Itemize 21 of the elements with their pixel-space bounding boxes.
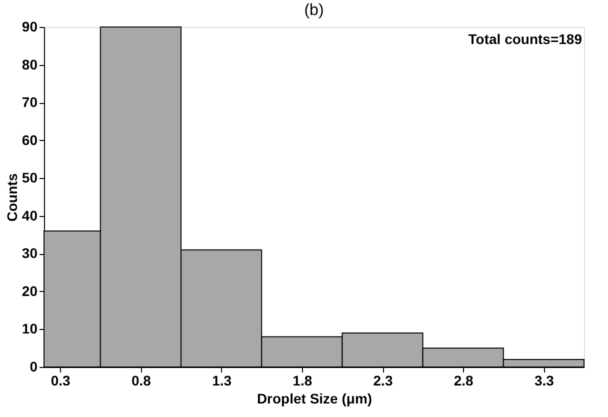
y-axis-title: Counts	[4, 173, 20, 222]
annotation: Total counts=189	[468, 31, 582, 47]
y-tick-label: 80	[22, 56, 38, 72]
x-tick-label: 0.8	[131, 372, 152, 388]
y-tick-label: 10	[22, 320, 38, 337]
y-tick-label: 70	[22, 94, 38, 110]
x-tick-label: 2.8	[454, 372, 474, 388]
y-tick-label: 30	[22, 245, 38, 262]
x-tick-label: 2.3	[373, 372, 393, 388]
x-axis-title: Droplet Size (μm)	[256, 390, 372, 406]
x-tick-label: 0.3	[50, 372, 71, 388]
y-tick-label: 40	[22, 207, 38, 224]
y-tick-label: 50	[22, 170, 38, 186]
chart-title: (b)	[304, 2, 324, 19]
y-tick-label: 0	[30, 358, 38, 374]
y-tick-label: 90	[22, 18, 38, 34]
y-tick-label: 20	[22, 282, 38, 299]
y-tick-label: 60	[22, 132, 38, 148]
x-tick-label: 1.8	[292, 372, 312, 388]
x-tick-label: 1.3	[212, 372, 232, 388]
x-tick-label: 3.3	[534, 372, 554, 388]
